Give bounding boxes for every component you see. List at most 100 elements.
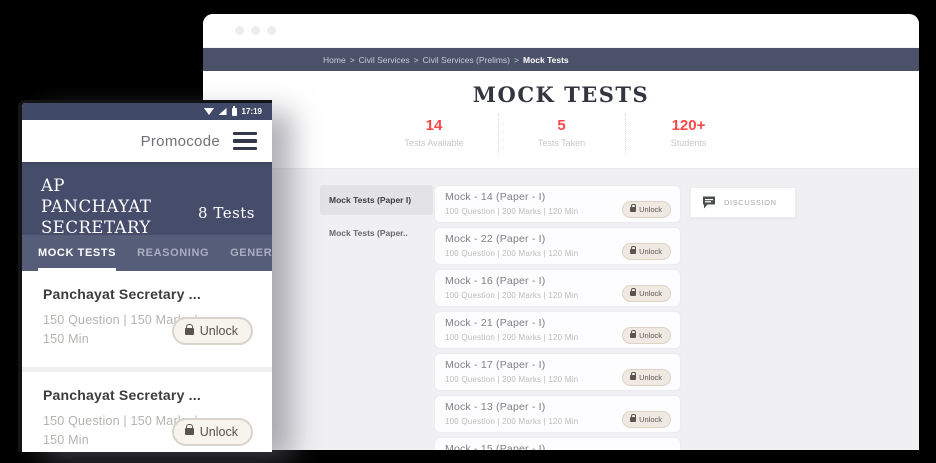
window-control-dot	[235, 26, 244, 35]
stat-value: 14	[425, 117, 443, 134]
unlock-button[interactable]: Unlock	[171, 317, 253, 345]
lock-icon	[630, 204, 637, 212]
test-row: Mock - 22 (Paper - I) 100 Question | 200…	[434, 227, 681, 265]
content-area: Mock Tests (Paper I) Mock Tests (Paper..…	[203, 169, 919, 450]
test-row: Mock - 17 (Paper - I) 100 Question | 200…	[434, 353, 681, 391]
lock-icon	[630, 330, 637, 338]
unlock-button[interactable]: Unlock	[622, 285, 671, 302]
tab-general-awareness[interactable]: GENERAL AWARENESS	[230, 246, 272, 259]
test-meta: 100 Question | 200 Marks | 120 Min	[445, 291, 579, 300]
unlock-label: Unlock	[639, 289, 662, 298]
stats-row: 14 Tests Available 5 Tests Taken 120+ St…	[203, 114, 919, 154]
unlock-button[interactable]: Unlock	[622, 327, 671, 344]
unlock-button[interactable]: Unlock	[622, 243, 671, 260]
test-meta: 150 Question | 150 Marks | 150 Min	[43, 413, 198, 448]
test-meta: 100 Question | 200 Marks | 120 Min	[445, 249, 579, 258]
stat-students: 120+ Students	[624, 114, 752, 154]
test-title: Mock - 16 (Paper - I)	[445, 275, 546, 287]
hero-section: MOCK TESTS 14 Tests Available 5 Tests Ta…	[203, 71, 919, 169]
sidebar-item-paper-2[interactable]: Mock Tests (Paper..	[329, 228, 408, 238]
signal-icon	[218, 108, 227, 115]
mobile-test-list: Panchayat Secretary ... 150 Question | 1…	[22, 271, 272, 452]
test-row: Mock - 16 (Paper - I) 100 Question | 200…	[434, 269, 681, 307]
page-title: MOCK TESTS	[472, 82, 650, 107]
test-row: Mock - 13 (Paper - I) 100 Question | 200…	[434, 395, 681, 433]
phone-status-bar: 17:19	[22, 103, 272, 120]
window-control-dot	[267, 26, 276, 35]
lock-icon	[184, 424, 194, 436]
tab-mock-tests[interactable]: MOCK TESTS	[38, 235, 117, 271]
stat-value: 5	[557, 117, 566, 134]
stat-label: Students	[670, 138, 707, 148]
browser-chrome-bar	[203, 14, 919, 48]
stat-tests-available: 14 Tests Available	[371, 114, 498, 154]
unlock-button[interactable]: Unlock	[622, 411, 671, 428]
unlock-label: Unlock	[639, 247, 662, 256]
test-title: Mock - 21 (Paper - I)	[445, 317, 546, 329]
unlock-label: Unlock	[639, 373, 662, 382]
clock-text: 17:19	[241, 107, 262, 116]
test-title: Mock - 22 (Paper - I)	[445, 233, 546, 245]
course-header: AP PANCHAYAT SECRETARY 8 Tests	[22, 162, 272, 238]
sidebar-item-paper-1[interactable]: Mock Tests (Paper I)	[320, 185, 433, 215]
lock-icon	[630, 372, 637, 380]
mobile-test-row: Panchayat Secretary ... 150 Question | 1…	[22, 371, 272, 452]
test-row: Mock - 15 (Paper - I) 100 Question | 200…	[434, 437, 681, 450]
unlock-button[interactable]: Unlock	[622, 369, 671, 386]
breadcrumb-item-home[interactable]: Home	[323, 54, 346, 65]
stat-label: Tests Taken	[537, 138, 586, 148]
breadcrumb-current-mock-tests: Mock Tests	[522, 54, 569, 65]
test-title: Mock - 13 (Paper - I)	[445, 401, 546, 413]
breadcrumb-separator: >	[413, 54, 419, 65]
stat-tests-taken: 5 Tests Taken	[497, 114, 625, 154]
card-divider	[22, 366, 272, 372]
discussion-chat-icon	[703, 196, 715, 209]
phone-mockup: 17:19 Promocode AP PANCHAYAT SECRETARY 8…	[18, 100, 272, 452]
test-meta: 100 Question | 200 Marks | 120 Min	[445, 207, 579, 216]
unlock-label: Unlock	[639, 205, 662, 214]
discussion-button[interactable]: DISCUSSION	[690, 187, 796, 218]
window-control-dot	[251, 26, 260, 35]
browser-window: Home > Civil Services > Civil Services (…	[203, 14, 919, 450]
lock-icon	[184, 323, 194, 335]
lock-icon	[630, 414, 637, 422]
test-title: Panchayat Secretary ...	[43, 386, 201, 403]
test-title: Mock - 14 (Paper - I)	[445, 191, 546, 203]
wifi-icon	[203, 108, 214, 115]
course-title: AP PANCHAYAT SECRETARY	[41, 176, 152, 238]
breadcrumb-item-civil-services[interactable]: Civil Services	[358, 54, 410, 65]
category-tab-bar: MOCK TESTS REASONING GENERAL AWARENESS	[22, 235, 272, 271]
lock-icon	[630, 288, 637, 296]
unlock-label: Unlock	[639, 331, 662, 340]
test-meta: 150 Question | 150 Marks | 150 Min	[43, 313, 198, 347]
unlock-button[interactable]: Unlock	[622, 201, 671, 218]
hamburger-menu-icon[interactable]	[233, 130, 257, 153]
paper-sidebar: Mock Tests (Paper I) Mock Tests (Paper..	[320, 185, 433, 248]
test-meta: 100 Question | 200 Marks | 120 Min	[445, 333, 579, 342]
test-title: Panchayat Secretary ...	[43, 286, 201, 302]
test-meta: 100 Question | 200 Marks | 120 Min	[445, 375, 579, 384]
tab-reasoning[interactable]: REASONING	[137, 246, 210, 259]
stat-label: Tests Available	[404, 138, 464, 148]
discussion-label: DISCUSSION	[724, 198, 777, 207]
unlock-button[interactable]: Unlock	[171, 417, 253, 446]
test-row: Mock - 21 (Paper - I) 100 Question | 200…	[434, 311, 681, 349]
unlock-label: Unlock	[199, 324, 238, 338]
lock-icon	[630, 246, 637, 254]
breadcrumb-item-civil-services-prelims[interactable]: Civil Services (Prelims)	[422, 54, 511, 65]
unlock-label: Unlock	[199, 424, 238, 439]
promocode-link[interactable]: Promocode	[140, 132, 220, 150]
test-meta: 100 Question | 200 Marks | 120 Min	[445, 417, 579, 426]
breadcrumb-separator: >	[514, 54, 519, 65]
test-title: Mock - 15 (Paper - I)	[445, 443, 546, 450]
test-list: Mock - 14 (Paper - I) 100 Question | 200…	[434, 185, 681, 450]
breadcrumb: Home > Civil Services > Civil Services (…	[203, 48, 919, 71]
battery-icon	[231, 106, 237, 116]
phone-toolbar: Promocode	[22, 120, 272, 162]
tests-count: 8 Tests	[198, 204, 255, 222]
test-title: Mock - 17 (Paper - I)	[445, 359, 546, 371]
stat-value: 120+	[671, 117, 706, 134]
mobile-test-row: Panchayat Secretary ... 150 Question | 1…	[22, 271, 272, 367]
breadcrumb-separator: >	[349, 54, 355, 65]
test-row: Mock - 14 (Paper - I) 100 Question | 200…	[434, 185, 681, 223]
